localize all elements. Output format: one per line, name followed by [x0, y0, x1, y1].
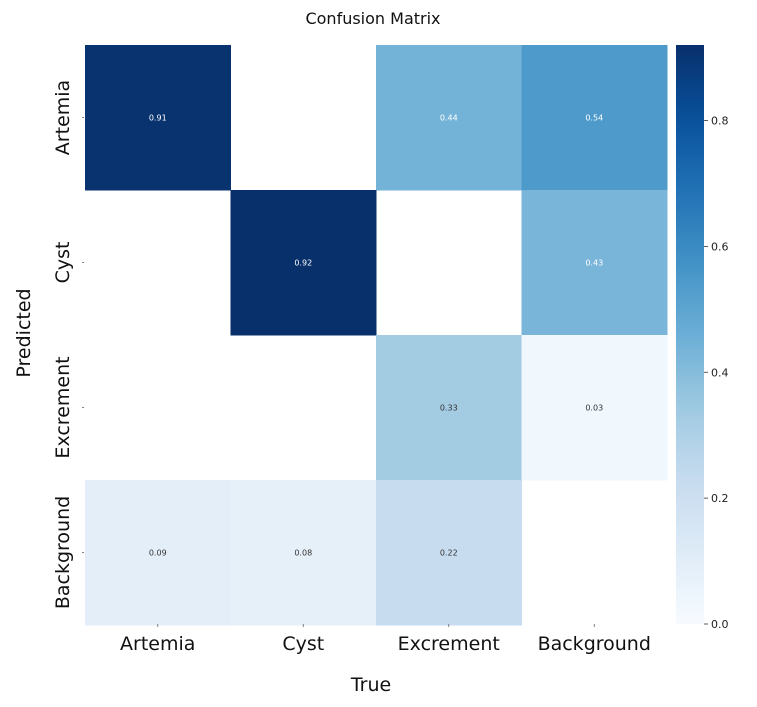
cell-value-label: 0.22 — [440, 549, 458, 558]
cell-value-label: 0.33 — [440, 404, 458, 413]
cell-value-label: 0.08 — [294, 549, 312, 558]
cell-value-label: 0.92 — [294, 259, 312, 268]
heatmap-cell — [376, 45, 522, 191]
heatmap-cell — [230, 190, 377, 336]
cell-value-label: 0.09 — [149, 549, 167, 558]
column-label: Artemia — [120, 633, 195, 655]
row-label: Cyst — [52, 242, 74, 284]
colorbar-tick-label: 0.8 — [711, 115, 729, 128]
row-label: Excrement — [52, 356, 74, 458]
column-label: Cyst — [282, 633, 324, 655]
cell-value-label: 0.43 — [585, 259, 603, 268]
column-label: Excrement — [398, 633, 500, 655]
heatmap-cell — [521, 190, 668, 336]
cell-value-label: 0.91 — [149, 114, 167, 123]
cell-value-label: 0.44 — [440, 114, 458, 123]
column-labels: Artemia Cyst Excrement Background — [120, 624, 651, 655]
heatmap-cell — [376, 480, 522, 626]
row-label: Background — [52, 496, 74, 609]
cell-value-label: 0.54 — [585, 114, 603, 123]
heatmap-cell — [230, 480, 377, 626]
heatmap-cells: 0.91 0.44 0.54 0.92 0.43 0.33 0.03 0.09 0.08 0.22 — [85, 45, 668, 626]
colorbar: 0.0 0.2 0.4 0.6 0.8 — [676, 45, 729, 631]
heatmap-cell — [85, 480, 231, 626]
heatmap-cell — [85, 45, 231, 191]
row-label: Artemia — [52, 80, 74, 155]
x-axis-title: True — [350, 674, 391, 696]
y-axis-title: Predicted — [13, 288, 35, 377]
cell-value-label: 0.03 — [585, 404, 603, 413]
colorbar-tick-label: 0.0 — [711, 618, 729, 631]
column-label: Background — [538, 633, 651, 655]
row-labels: Artemia Cyst Excrement Background — [52, 80, 84, 609]
heatmap-cell — [521, 335, 668, 481]
colorbar-tick-label: 0.4 — [711, 366, 729, 379]
colorbar-gradient — [676, 45, 704, 624]
colorbar-tick-label: 0.2 — [711, 492, 729, 505]
chart-title: Confusion Matrix — [305, 9, 440, 28]
colorbar-tick-label: 0.6 — [711, 240, 729, 253]
heatmap-cell — [376, 335, 522, 481]
heatmap-cell — [521, 45, 668, 191]
